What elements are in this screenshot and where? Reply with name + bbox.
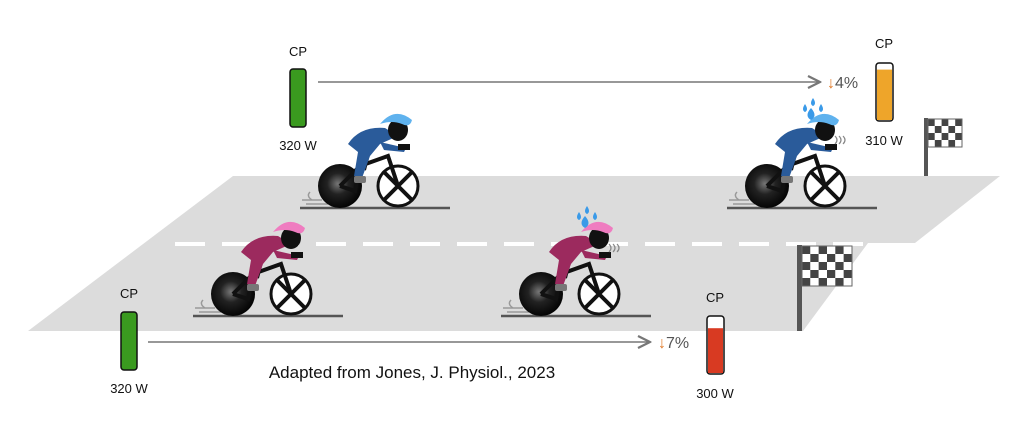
lane-dash bbox=[175, 242, 205, 246]
lane-dash bbox=[739, 242, 769, 246]
power-top-start: 320 W bbox=[279, 138, 317, 153]
breath-icon bbox=[608, 243, 620, 253]
rider-body bbox=[775, 127, 825, 178]
cp-label-bottom-start: CP bbox=[120, 286, 138, 301]
lane-dash bbox=[645, 242, 675, 246]
lane-dash bbox=[504, 242, 534, 246]
cp-label-top-start: CP bbox=[289, 44, 307, 59]
power-bottom-end: 300 W bbox=[696, 386, 734, 401]
rider-top-tired bbox=[727, 98, 877, 210]
power-bottom-start: 320 W bbox=[110, 381, 148, 396]
lane-dash bbox=[692, 242, 722, 246]
cp-bar-bottom-start bbox=[120, 311, 138, 371]
helmet bbox=[273, 221, 305, 234]
rider-body bbox=[549, 235, 599, 286]
helmet bbox=[807, 113, 839, 126]
helmet bbox=[581, 221, 613, 234]
sweat-drops-icon bbox=[803, 98, 823, 120]
rider-top-fresh bbox=[300, 113, 450, 210]
rider-bottom-tired bbox=[501, 206, 651, 318]
caption: Adapted from Jones, J. Physiol., 2023 bbox=[269, 363, 555, 382]
drop-bottom: ↓7% bbox=[658, 335, 689, 352]
breath-icon bbox=[834, 135, 846, 145]
cp-label-bottom-end: CP bbox=[706, 290, 724, 305]
lane-dash bbox=[222, 242, 252, 246]
lane-dash bbox=[316, 242, 346, 246]
lane-dash bbox=[833, 242, 863, 246]
cp-bar-top-start bbox=[289, 68, 307, 128]
finish-flag-bottom bbox=[797, 245, 853, 331]
lane-dash bbox=[786, 242, 816, 246]
lane-dash bbox=[410, 242, 440, 246]
lane-dash bbox=[457, 242, 487, 246]
finish-flag-top bbox=[924, 118, 963, 176]
sweat-drops-icon bbox=[577, 206, 597, 228]
power-top-end: 310 W bbox=[865, 133, 903, 148]
cp-label-top-end: CP bbox=[875, 36, 893, 51]
rider-body bbox=[241, 235, 291, 286]
lane-dash bbox=[363, 242, 393, 246]
rider-bottom-fresh bbox=[193, 221, 343, 318]
drop-top: ↓4% bbox=[827, 75, 858, 92]
helmet bbox=[380, 113, 412, 126]
rider-body bbox=[348, 127, 398, 178]
